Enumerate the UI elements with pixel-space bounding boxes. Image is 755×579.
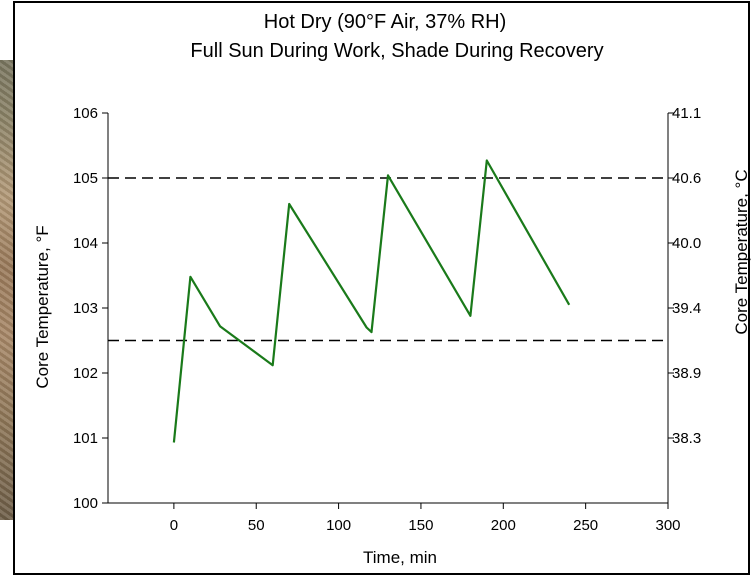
x-tick-label: 50: [248, 517, 265, 534]
y-tick-label: 100: [73, 495, 98, 512]
chart-title: Hot Dry (90°F Air, 37% RH): [264, 11, 507, 33]
y2-tick-label: 39.4: [672, 300, 701, 317]
y-tick-label: 102: [73, 365, 98, 382]
series-line: [172, 159, 571, 443]
x-axis-label: Time, min: [363, 548, 437, 567]
chart-subtitle: Full Sun During Work, Shade During Recov…: [190, 40, 603, 62]
chart-frame: [13, 1, 750, 575]
x-tick-label: 250: [573, 517, 598, 534]
y2-tick-label: 38.3: [672, 430, 701, 447]
y2-tick-label: 40.6: [672, 170, 701, 187]
x-tick-label: 100: [326, 517, 351, 534]
y-tick-label: 106: [73, 105, 98, 122]
x-tick-label: 200: [491, 517, 516, 534]
y-tick-label: 105: [73, 170, 98, 187]
y-axis-label: Core Temperature, °F: [33, 225, 52, 388]
y2-tick-label: 38.9: [672, 365, 701, 382]
y2-tick-label: 41.1: [672, 105, 701, 122]
y2-axis-label: Core Temperature, °C: [732, 169, 751, 334]
y-tick-label: 104: [73, 235, 98, 252]
y-tick-label: 103: [73, 300, 98, 317]
y2-tick-label: 40.0: [672, 235, 701, 252]
y-tick-label: 101: [73, 430, 98, 447]
x-tick-label: 0: [170, 517, 178, 534]
x-tick-label: 300: [655, 517, 680, 534]
x-tick-label: 150: [408, 517, 433, 534]
